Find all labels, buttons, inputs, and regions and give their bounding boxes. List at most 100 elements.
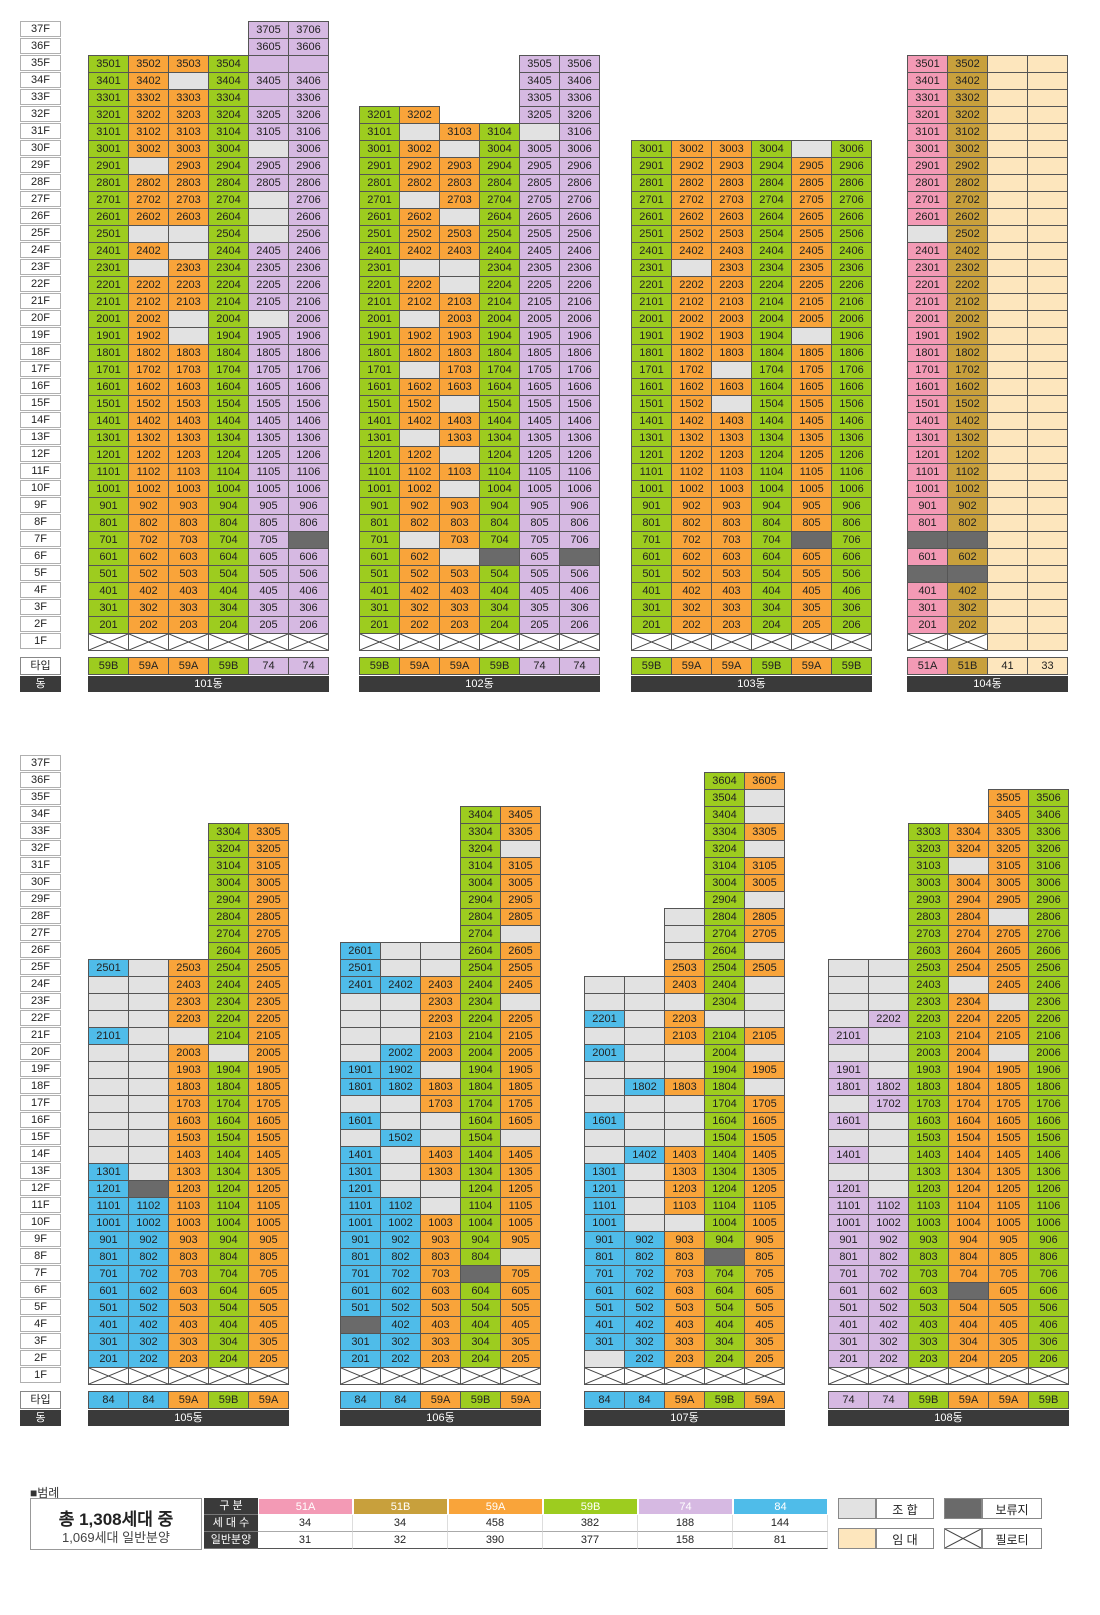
unit-cell: 2404 bbox=[704, 976, 745, 994]
unit-cell: 1704 bbox=[704, 1095, 745, 1113]
unit-cell-empty bbox=[987, 412, 1028, 430]
floor-label: 18F bbox=[20, 344, 61, 360]
unit-cell: 301 bbox=[631, 599, 672, 617]
unit-cell: 3105 bbox=[744, 857, 785, 875]
unit-cell-empty bbox=[88, 993, 129, 1011]
type-cell: 59B bbox=[359, 657, 400, 675]
unit-cell: 2105 bbox=[519, 293, 560, 311]
unit-cell: 2704 bbox=[208, 191, 249, 209]
unit-cell: 906 bbox=[831, 497, 872, 515]
unit-cell-empty bbox=[987, 429, 1028, 447]
unit-cell: 1901 bbox=[340, 1061, 381, 1079]
unit-cell: 1004 bbox=[751, 480, 792, 498]
unit-cell-empty bbox=[399, 123, 440, 141]
legend-label-box-reserved bbox=[982, 1498, 1042, 1519]
unit-cell-empty bbox=[791, 140, 832, 158]
unit-cell-empty bbox=[128, 1129, 169, 1147]
piloti-cross-icon bbox=[249, 634, 288, 650]
unit-cell: 1204 bbox=[460, 1180, 501, 1198]
unit-cell: 203 bbox=[168, 616, 209, 634]
unit-cell: 2106 bbox=[559, 293, 600, 311]
unit-cell: 1605 bbox=[500, 1112, 541, 1130]
piloti-cross-icon bbox=[381, 1368, 420, 1384]
type-cell: 74 bbox=[868, 1391, 909, 1409]
unit-cell-empty bbox=[1027, 361, 1068, 379]
unit-cell: 1502 bbox=[671, 395, 712, 413]
unit-cell: 2502 bbox=[399, 225, 440, 243]
unit-cell: 605 bbox=[988, 1282, 1029, 1300]
unit-cell: 2604 bbox=[208, 942, 249, 960]
unit-cell: 1806 bbox=[831, 344, 872, 362]
legend-summary-box: 총 1,308세대 중 1,069세대 일반분양 bbox=[30, 1498, 202, 1550]
unit-cell: 1701 bbox=[359, 361, 400, 379]
unit-cell: 304 bbox=[208, 1333, 249, 1351]
legend-row-label: 세 대 수 bbox=[204, 1515, 258, 1532]
floor-label: 1F bbox=[20, 1367, 61, 1383]
unit-cell: 603 bbox=[168, 548, 209, 566]
unit-cell: 1702 bbox=[868, 1095, 909, 1113]
unit-cell: 1002 bbox=[128, 480, 169, 498]
unit-cell: 2003 bbox=[908, 1044, 949, 1062]
unit-cell: 202 bbox=[128, 616, 169, 634]
unit-cell: 1004 bbox=[479, 480, 520, 498]
legend-summary-total: 총 1,308세대 중 bbox=[58, 1510, 174, 1529]
unit-cell-empty bbox=[1027, 633, 1068, 651]
unit-cell: 2606 bbox=[1028, 942, 1069, 960]
unit-cell: 204 bbox=[208, 616, 249, 634]
unit-cell: 1105 bbox=[248, 1197, 289, 1215]
unit-cell: 1105 bbox=[519, 463, 560, 481]
unit-cell: 1604 bbox=[948, 1112, 989, 1130]
floor-label: 12F bbox=[20, 1180, 61, 1196]
unit-cell: 1101 bbox=[340, 1197, 381, 1215]
unit-cell: 2005 bbox=[519, 310, 560, 328]
unit-cell-empty bbox=[340, 1316, 381, 1334]
unit-cell-empty bbox=[584, 1061, 625, 1079]
unit-cell: 1804 bbox=[948, 1078, 989, 1096]
unit-cell-empty bbox=[1027, 412, 1068, 430]
unit-cell-empty bbox=[420, 1061, 461, 1079]
unit-cell: 1806 bbox=[559, 344, 600, 362]
unit-cell: 3106 bbox=[288, 123, 329, 141]
unit-cell: 2201 bbox=[359, 276, 400, 294]
unit-cell: 3404 bbox=[704, 806, 745, 824]
unit-cell: 1103 bbox=[664, 1197, 705, 1215]
unit-cell-empty bbox=[439, 259, 480, 277]
unit-cell: 2303 bbox=[908, 993, 949, 1011]
unit-cell: 1701 bbox=[631, 361, 672, 379]
unit-cell-empty bbox=[987, 55, 1028, 73]
unit-cell: 2404 bbox=[208, 976, 249, 994]
unit-cell: 1602 bbox=[947, 378, 988, 396]
unit-cell: 304 bbox=[751, 599, 792, 617]
unit-cell: 901 bbox=[584, 1231, 625, 1249]
unit-cell: 1802 bbox=[624, 1078, 665, 1096]
unit-cell-empty bbox=[340, 993, 381, 1011]
unit-cell: 903 bbox=[711, 497, 752, 515]
piloti-cross-icon bbox=[832, 634, 871, 650]
unit-cell: 1404 bbox=[751, 412, 792, 430]
unit-cell: 3104 bbox=[208, 857, 249, 875]
unit-cell: 2604 bbox=[208, 208, 249, 226]
unit-cell: 1504 bbox=[460, 1129, 501, 1147]
unit-cell: 3004 bbox=[751, 140, 792, 158]
unit-cell: 1802 bbox=[399, 344, 440, 362]
piloti-cell bbox=[208, 633, 249, 651]
unit-cell-empty bbox=[128, 1044, 169, 1062]
unit-cell-empty bbox=[380, 1112, 421, 1130]
unit-cell: 2202 bbox=[671, 276, 712, 294]
piloti-cross-icon bbox=[829, 1368, 868, 1384]
unit-cell: 2606 bbox=[831, 208, 872, 226]
unit-cell: 1803 bbox=[168, 344, 209, 362]
unit-cell-empty bbox=[987, 208, 1028, 226]
unit-cell: 1905 bbox=[988, 1061, 1029, 1079]
unit-cell-empty bbox=[584, 1027, 625, 1045]
unit-cell: 2006 bbox=[559, 310, 600, 328]
unit-cell: 1306 bbox=[559, 429, 600, 447]
unit-cell: 1604 bbox=[460, 1112, 501, 1130]
piloti-cell bbox=[559, 633, 600, 651]
unit-cell: 1903 bbox=[168, 1061, 209, 1079]
unit-cell: 902 bbox=[380, 1231, 421, 1249]
unit-cell: 1001 bbox=[359, 480, 400, 498]
unit-cell: 3105 bbox=[988, 857, 1029, 875]
unit-cell: 501 bbox=[88, 1299, 129, 1317]
unit-cell: 1506 bbox=[831, 395, 872, 413]
